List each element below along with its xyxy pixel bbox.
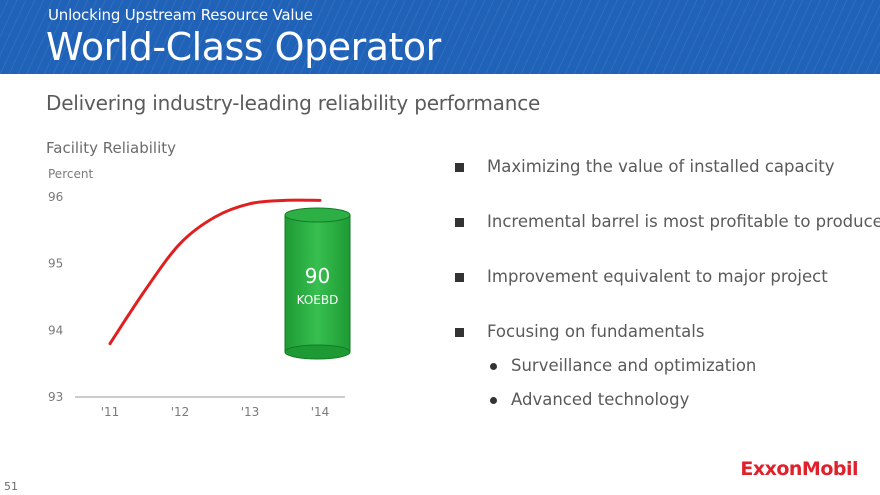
page-number: 51	[4, 480, 18, 493]
square-bullet-icon	[455, 163, 464, 172]
reliability-chart: 96 95 94 93 '11 '12 '13 '14 90 KOEBD	[48, 190, 351, 419]
x-tick-label: '12	[171, 405, 190, 419]
cylinder-value: 90	[305, 264, 330, 288]
cylinder-bottom	[284, 344, 351, 360]
bullet-item: Incremental barrel is most profitable to…	[455, 209, 880, 235]
y-tick-label: 94	[48, 323, 63, 337]
chart-title: Facility Reliability	[46, 139, 177, 157]
bullet-item: Improvement equivalent to major project	[455, 264, 875, 290]
bullet-text: Focusing on fundamentals	[487, 322, 705, 341]
bullet-text: Maximizing the value of installed capaci…	[487, 157, 835, 176]
cylinder-top	[284, 207, 351, 223]
x-tick-label: '11	[101, 405, 120, 419]
x-tick-label: '14	[311, 405, 330, 419]
page-title: World-Class Operator	[46, 25, 441, 69]
slide-subtitle: Delivering industry-leading reliability …	[46, 91, 541, 115]
exxonmobil-logo: ExxonMobil	[740, 458, 858, 480]
cylinder-unit: KOEBD	[297, 293, 339, 307]
bullet-text: Improvement equivalent to major project	[487, 267, 828, 286]
header-subtitle: Unlocking Upstream Resource Value	[48, 6, 313, 24]
bullet-list: Maximizing the value of installed capaci…	[455, 150, 880, 413]
sub-bullet-text: Advanced technology	[511, 390, 690, 409]
header-banner: Unlocking Upstream Resource Value World-…	[0, 0, 880, 74]
square-bullet-icon	[455, 328, 464, 337]
bullet-text: Incremental barrel is most profitable to…	[487, 212, 880, 231]
bullet-item: Focusing on fundamentals	[455, 319, 875, 345]
series-line	[108, 198, 322, 346]
sub-bullet-text: Surveillance and optimization	[511, 356, 757, 375]
sub-bullet-item: Advanced technology	[455, 387, 875, 413]
square-bullet-icon	[455, 218, 464, 227]
square-bullet-icon	[455, 273, 464, 282]
dot-bullet-icon	[490, 363, 497, 370]
sub-bullet-item: Surveillance and optimization	[455, 353, 875, 379]
y-tick-label: 96	[48, 190, 63, 204]
bullet-item: Maximizing the value of installed capaci…	[455, 154, 875, 180]
y-tick-label: 93	[48, 390, 63, 404]
capacity-cylinder: 90 KOEBD	[284, 207, 351, 360]
x-tick-label: '13	[241, 405, 260, 419]
y-tick-label: 95	[48, 257, 63, 271]
dot-bullet-icon	[490, 397, 497, 404]
chart-y-label: Percent	[48, 167, 94, 181]
